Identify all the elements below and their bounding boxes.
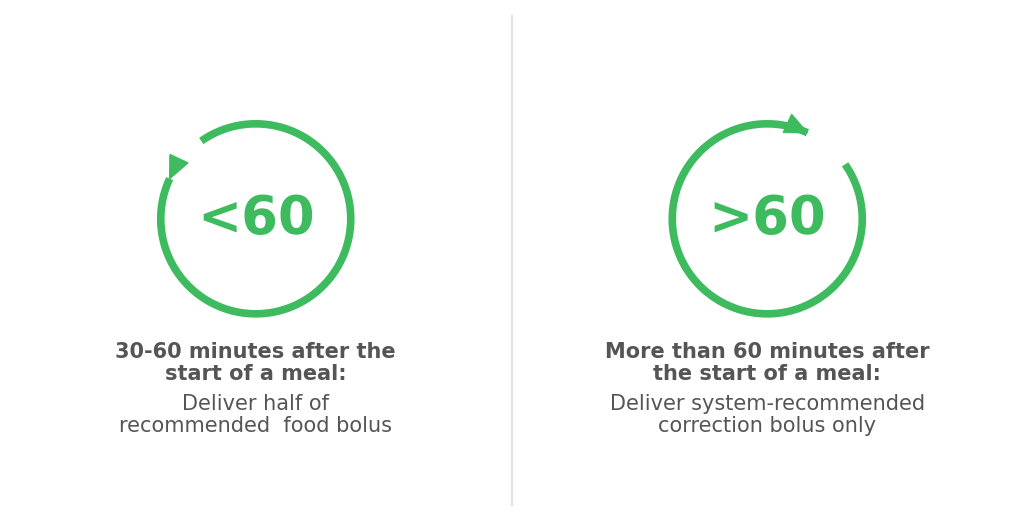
Text: recommended  food bolus: recommended food bolus: [120, 416, 392, 436]
Text: the start of a meal:: the start of a meal:: [654, 364, 881, 384]
Text: <60: <60: [197, 193, 314, 245]
Text: >60: >60: [709, 193, 826, 245]
Text: Deliver half of: Deliver half of: [182, 394, 329, 414]
Text: correction bolus only: correction bolus only: [658, 416, 877, 436]
Text: More than 60 minutes after: More than 60 minutes after: [605, 342, 930, 362]
Text: Deliver system-recommended: Deliver system-recommended: [610, 394, 925, 414]
Text: 30-60 minutes after the: 30-60 minutes after the: [116, 342, 396, 362]
Polygon shape: [170, 155, 188, 179]
Polygon shape: [784, 115, 807, 133]
Text: start of a meal:: start of a meal:: [165, 364, 347, 384]
